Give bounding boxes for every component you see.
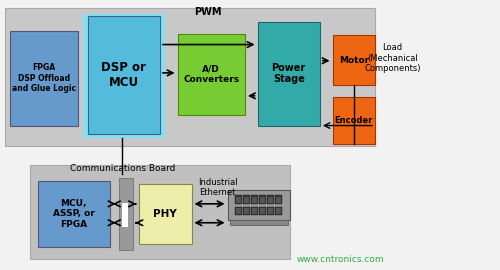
Bar <box>276 208 281 214</box>
Text: FPGA
DSP Offload
and Glue Logic: FPGA DSP Offload and Glue Logic <box>12 63 76 93</box>
Bar <box>236 197 242 202</box>
Text: Motor: Motor <box>338 56 369 65</box>
Bar <box>236 208 242 214</box>
Bar <box>332 35 375 85</box>
Bar <box>228 190 290 220</box>
Bar <box>244 195 250 204</box>
Text: Communications Board: Communications Board <box>70 164 175 173</box>
Bar <box>244 207 250 215</box>
Bar <box>139 184 192 244</box>
Bar <box>244 197 250 202</box>
Bar <box>230 220 287 225</box>
Text: PHY: PHY <box>154 209 177 219</box>
Bar <box>30 165 290 259</box>
Bar <box>260 195 266 204</box>
Bar <box>260 197 266 202</box>
Bar <box>268 197 273 202</box>
Bar <box>5 8 375 146</box>
Bar <box>244 208 250 214</box>
Text: Power
Stage: Power Stage <box>272 63 306 84</box>
Bar <box>122 202 128 227</box>
Bar <box>275 207 282 215</box>
Bar <box>276 197 281 202</box>
Bar <box>252 207 258 215</box>
Bar <box>268 208 273 214</box>
Bar <box>178 34 245 115</box>
Bar <box>252 208 258 214</box>
Text: PWM: PWM <box>194 7 221 17</box>
Bar <box>82 14 165 138</box>
Bar <box>38 181 110 247</box>
Bar <box>260 208 266 214</box>
Text: Encoder: Encoder <box>334 116 373 125</box>
Bar <box>260 207 266 215</box>
Bar <box>252 197 258 202</box>
Bar <box>252 195 258 204</box>
Bar <box>275 195 282 204</box>
Bar <box>258 22 320 126</box>
Bar <box>267 195 274 204</box>
Text: A/D
Converters: A/D Converters <box>183 65 240 84</box>
Text: Load
(Mechanical
Components): Load (Mechanical Components) <box>364 43 421 73</box>
Bar <box>236 195 242 204</box>
Bar <box>267 207 274 215</box>
Text: DSP or
MCU: DSP or MCU <box>102 61 146 89</box>
Bar <box>88 16 160 134</box>
Bar <box>118 178 132 250</box>
Text: www.cntronics.com: www.cntronics.com <box>296 255 384 264</box>
Text: MCU,
ASSP, or
FPGA: MCU, ASSP, or FPGA <box>53 199 94 229</box>
Bar <box>332 97 375 144</box>
Bar <box>10 31 78 126</box>
Text: Industrial
Ethernet: Industrial Ethernet <box>198 178 237 197</box>
Bar <box>236 207 242 215</box>
